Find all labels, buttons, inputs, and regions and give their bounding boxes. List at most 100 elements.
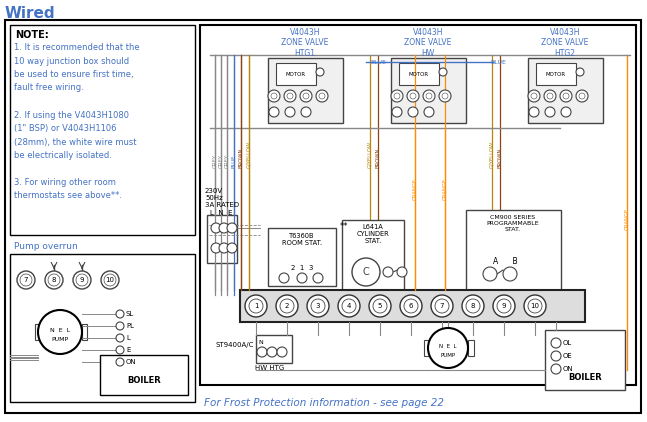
Circle shape xyxy=(267,347,277,357)
Circle shape xyxy=(560,90,572,102)
Circle shape xyxy=(48,274,60,286)
Circle shape xyxy=(38,310,82,354)
Text: V4043H
ZONE VALVE
HTG1: V4043H ZONE VALVE HTG1 xyxy=(281,28,329,58)
Circle shape xyxy=(219,223,229,233)
Circle shape xyxy=(284,90,296,102)
Circle shape xyxy=(439,68,447,76)
Text: CM900 SERIES
PROGRAMMABLE
STAT.: CM900 SERIES PROGRAMMABLE STAT. xyxy=(487,215,540,232)
Text: PL: PL xyxy=(126,323,134,329)
Circle shape xyxy=(338,295,360,317)
Bar xyxy=(342,220,404,290)
Circle shape xyxy=(307,295,329,317)
Circle shape xyxy=(116,334,124,342)
Bar xyxy=(240,290,585,322)
Text: L  N  E: L N E xyxy=(210,210,232,216)
Text: 4: 4 xyxy=(347,303,351,309)
Circle shape xyxy=(297,273,307,283)
Circle shape xyxy=(301,107,311,117)
Circle shape xyxy=(391,90,403,102)
Text: PUMP: PUMP xyxy=(52,337,69,342)
Text: V4043H
ZONE VALVE
HW: V4043H ZONE VALVE HW xyxy=(404,28,452,58)
Circle shape xyxy=(227,223,237,233)
Circle shape xyxy=(316,68,324,76)
Circle shape xyxy=(408,107,418,117)
Text: ON: ON xyxy=(563,366,574,372)
Circle shape xyxy=(428,328,468,368)
Circle shape xyxy=(313,273,323,283)
Bar xyxy=(100,355,188,395)
Circle shape xyxy=(545,107,555,117)
Bar xyxy=(528,58,603,123)
Circle shape xyxy=(279,273,289,283)
Text: GREY: GREY xyxy=(225,154,230,168)
Text: (1" BSP) or V4043H1106: (1" BSP) or V4043H1106 xyxy=(14,124,116,133)
Bar xyxy=(399,63,439,85)
Text: L641A
CYLINDER
STAT.: L641A CYLINDER STAT. xyxy=(356,224,389,244)
Circle shape xyxy=(249,299,263,313)
Circle shape xyxy=(410,93,416,99)
Text: **: ** xyxy=(340,222,349,231)
Bar xyxy=(424,340,430,356)
Text: MOTOR: MOTOR xyxy=(546,71,566,76)
Circle shape xyxy=(257,347,267,357)
Circle shape xyxy=(392,107,402,117)
Circle shape xyxy=(547,93,553,99)
Circle shape xyxy=(373,299,387,313)
Circle shape xyxy=(466,299,480,313)
Text: BROWN: BROWN xyxy=(375,148,380,168)
Circle shape xyxy=(576,90,588,102)
Circle shape xyxy=(227,243,237,253)
Circle shape xyxy=(287,93,293,99)
Circle shape xyxy=(404,299,418,313)
Circle shape xyxy=(280,299,294,313)
Circle shape xyxy=(104,274,116,286)
Bar xyxy=(268,228,336,286)
Text: MOTOR: MOTOR xyxy=(286,71,306,76)
Circle shape xyxy=(426,93,432,99)
Circle shape xyxy=(442,93,448,99)
Bar xyxy=(35,324,40,340)
Text: 10: 10 xyxy=(531,303,540,309)
Bar xyxy=(268,58,343,123)
Text: GREY: GREY xyxy=(219,154,223,168)
Circle shape xyxy=(285,107,295,117)
Text: BLUE: BLUE xyxy=(370,60,386,65)
Circle shape xyxy=(551,364,561,374)
Text: A      B: A B xyxy=(493,257,518,267)
Circle shape xyxy=(423,90,435,102)
Text: 230V
50Hz
3A RATED: 230V 50Hz 3A RATED xyxy=(205,188,239,208)
Circle shape xyxy=(300,90,312,102)
Text: 10: 10 xyxy=(105,277,115,283)
Circle shape xyxy=(277,347,287,357)
Text: ORANGE: ORANGE xyxy=(413,178,417,200)
Circle shape xyxy=(269,107,279,117)
Circle shape xyxy=(497,299,511,313)
Circle shape xyxy=(431,295,453,317)
Circle shape xyxy=(116,322,124,330)
Circle shape xyxy=(383,267,393,277)
Bar xyxy=(466,210,561,290)
Text: fault free wiring.: fault free wiring. xyxy=(14,84,83,92)
Circle shape xyxy=(311,299,325,313)
Circle shape xyxy=(544,90,556,102)
Text: 3. For wiring other room: 3. For wiring other room xyxy=(14,178,116,187)
Circle shape xyxy=(528,90,540,102)
Bar xyxy=(276,63,316,85)
Text: BOILER: BOILER xyxy=(127,376,161,385)
Text: 6: 6 xyxy=(409,303,413,309)
Circle shape xyxy=(529,107,539,117)
Text: (28mm), the white wire must: (28mm), the white wire must xyxy=(14,138,137,146)
Text: 9: 9 xyxy=(502,303,506,309)
Text: OL: OL xyxy=(563,340,572,346)
Circle shape xyxy=(73,271,91,289)
Text: G/YELLOW: G/YELLOW xyxy=(367,141,373,168)
Circle shape xyxy=(483,267,497,281)
Text: 7: 7 xyxy=(24,277,28,283)
Text: C: C xyxy=(362,267,369,277)
Text: G/YELLOW: G/YELLOW xyxy=(247,141,252,168)
Bar xyxy=(468,340,474,356)
Circle shape xyxy=(20,274,32,286)
Text: 1. It is recommended that the: 1. It is recommended that the xyxy=(14,43,140,52)
Bar xyxy=(10,25,195,235)
Bar xyxy=(207,215,237,263)
